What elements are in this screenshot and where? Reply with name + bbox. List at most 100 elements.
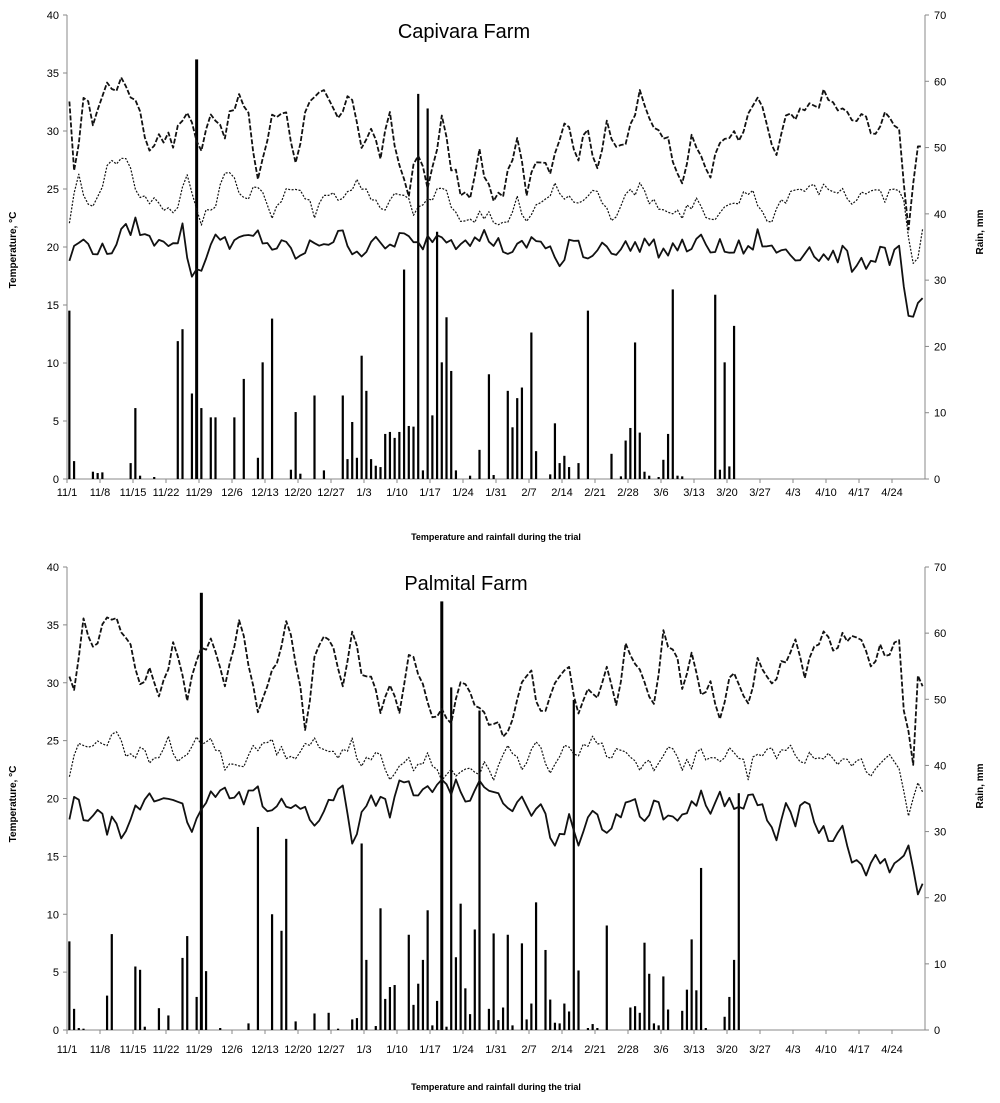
x-tick-label: 4/10 (815, 487, 836, 499)
rain-bar (520, 387, 524, 479)
rain-bar (525, 1019, 528, 1030)
left-tick-label: 35 (47, 68, 59, 80)
x-tick-label: 3/13 (683, 487, 704, 499)
rain-bar (101, 472, 104, 479)
rain-bar (468, 1014, 472, 1030)
x-tick-label: 11/22 (153, 487, 180, 499)
x-tick-label: 1/3 (356, 487, 371, 499)
rain-bar (388, 431, 392, 479)
rain-bar (261, 362, 264, 479)
left-tick-label: 0 (53, 1025, 59, 1037)
x-tick-label: 4/17 (848, 487, 869, 499)
rain-bar (728, 996, 731, 1030)
rain-bar (534, 451, 538, 479)
rain-bar (454, 957, 458, 1030)
rain-bar (553, 1022, 557, 1030)
rain-bar (256, 826, 260, 1030)
rain-bar (374, 465, 377, 479)
rain-bar (369, 459, 373, 479)
rain-bar (351, 421, 354, 479)
x-tick-label: 11/8 (90, 1044, 111, 1056)
rain-bar (487, 374, 491, 479)
rain-bar (577, 463, 580, 479)
x-tick-label: 12/27 (317, 1044, 345, 1056)
rain-bar (567, 467, 571, 479)
left-tick-label: 35 (47, 620, 59, 632)
rain-bar (643, 471, 646, 479)
rain-bar (544, 949, 547, 1030)
rain-bar (299, 473, 302, 479)
rain-bar (393, 985, 396, 1030)
rain-bar (360, 355, 363, 479)
rain-bar (478, 449, 481, 479)
rain-bar (681, 1010, 684, 1030)
right-tick-label: 20 (934, 341, 946, 353)
rain-bar (728, 466, 731, 479)
x-tick-label: 4/3 (785, 487, 800, 499)
rain-bar (219, 1028, 222, 1030)
rain-bar (346, 459, 349, 479)
rain-bar (365, 959, 368, 1030)
x-tick-label: 4/10 (815, 1044, 836, 1056)
rain-bar (167, 1015, 170, 1030)
left-tick-label: 20 (47, 794, 59, 806)
rain-bar (176, 341, 179, 479)
rain-bar (68, 941, 71, 1030)
rain-bar (445, 317, 448, 479)
rain-bar (384, 433, 387, 479)
rain-bar (181, 957, 184, 1030)
rain-bar (501, 1007, 505, 1030)
right-tick-label: 40 (934, 760, 946, 772)
rain-bar (492, 933, 495, 1030)
temperature-line-solid (68, 216, 924, 318)
left-axis-label: Temperature, °C (8, 766, 19, 843)
temperature-line-dashed (68, 76, 923, 231)
x-tick-label: 2/7 (521, 1044, 536, 1056)
chart-title: Palmital Farm (404, 573, 527, 595)
rain-bar (440, 362, 443, 479)
rain-bar (487, 1008, 491, 1030)
right-tick-label: 70 (934, 562, 946, 574)
right-tick-label: 50 (934, 143, 946, 155)
rain-bar (72, 1008, 76, 1030)
x-tick-label: 11/29 (186, 487, 213, 499)
rain-bar (393, 437, 396, 479)
rain-bar (666, 433, 670, 479)
rain-bar (407, 934, 410, 1030)
rain-bar (492, 475, 495, 479)
rain-bar (464, 988, 467, 1030)
left-tick-label: 25 (47, 736, 59, 748)
rain-bar (657, 477, 660, 479)
x-tick-label: 3/27 (749, 1044, 770, 1056)
rain-bar (563, 1003, 566, 1030)
right-tick-label: 50 (934, 694, 946, 706)
right-tick-label: 10 (934, 959, 946, 971)
x-tick-label: 3/20 (716, 1044, 737, 1056)
rain-bar (633, 1006, 637, 1030)
left-tick-label: 5 (53, 967, 59, 979)
rain-bar (157, 1008, 161, 1030)
rain-bar (553, 423, 557, 479)
x-tick-label: 3/6 (653, 1044, 668, 1056)
rain-bar (459, 903, 462, 1030)
rain-bar (417, 93, 420, 479)
rain-bar (336, 1028, 340, 1030)
rain-bar (365, 390, 368, 479)
rain-bar (313, 1013, 316, 1030)
rain-bar (322, 470, 326, 479)
rain-bar (379, 467, 382, 479)
x-tick-label: 1/24 (452, 1044, 473, 1056)
x-tick-label: 1/17 (419, 1044, 440, 1056)
x-tick-label: 11/15 (120, 1044, 147, 1056)
x-tick-label: 1/17 (419, 487, 440, 499)
rain-bar (695, 990, 698, 1030)
left-tick-label: 25 (47, 184, 59, 196)
x-tick-label: 1/24 (452, 487, 473, 499)
rain-bar (690, 939, 693, 1030)
rain-bar (648, 973, 651, 1030)
rain-bar (68, 310, 71, 479)
x-tick-label: 2/7 (521, 487, 536, 499)
rain-bar (270, 318, 274, 479)
rain-bar (72, 461, 76, 479)
x-tick-label: 1/31 (485, 487, 506, 499)
